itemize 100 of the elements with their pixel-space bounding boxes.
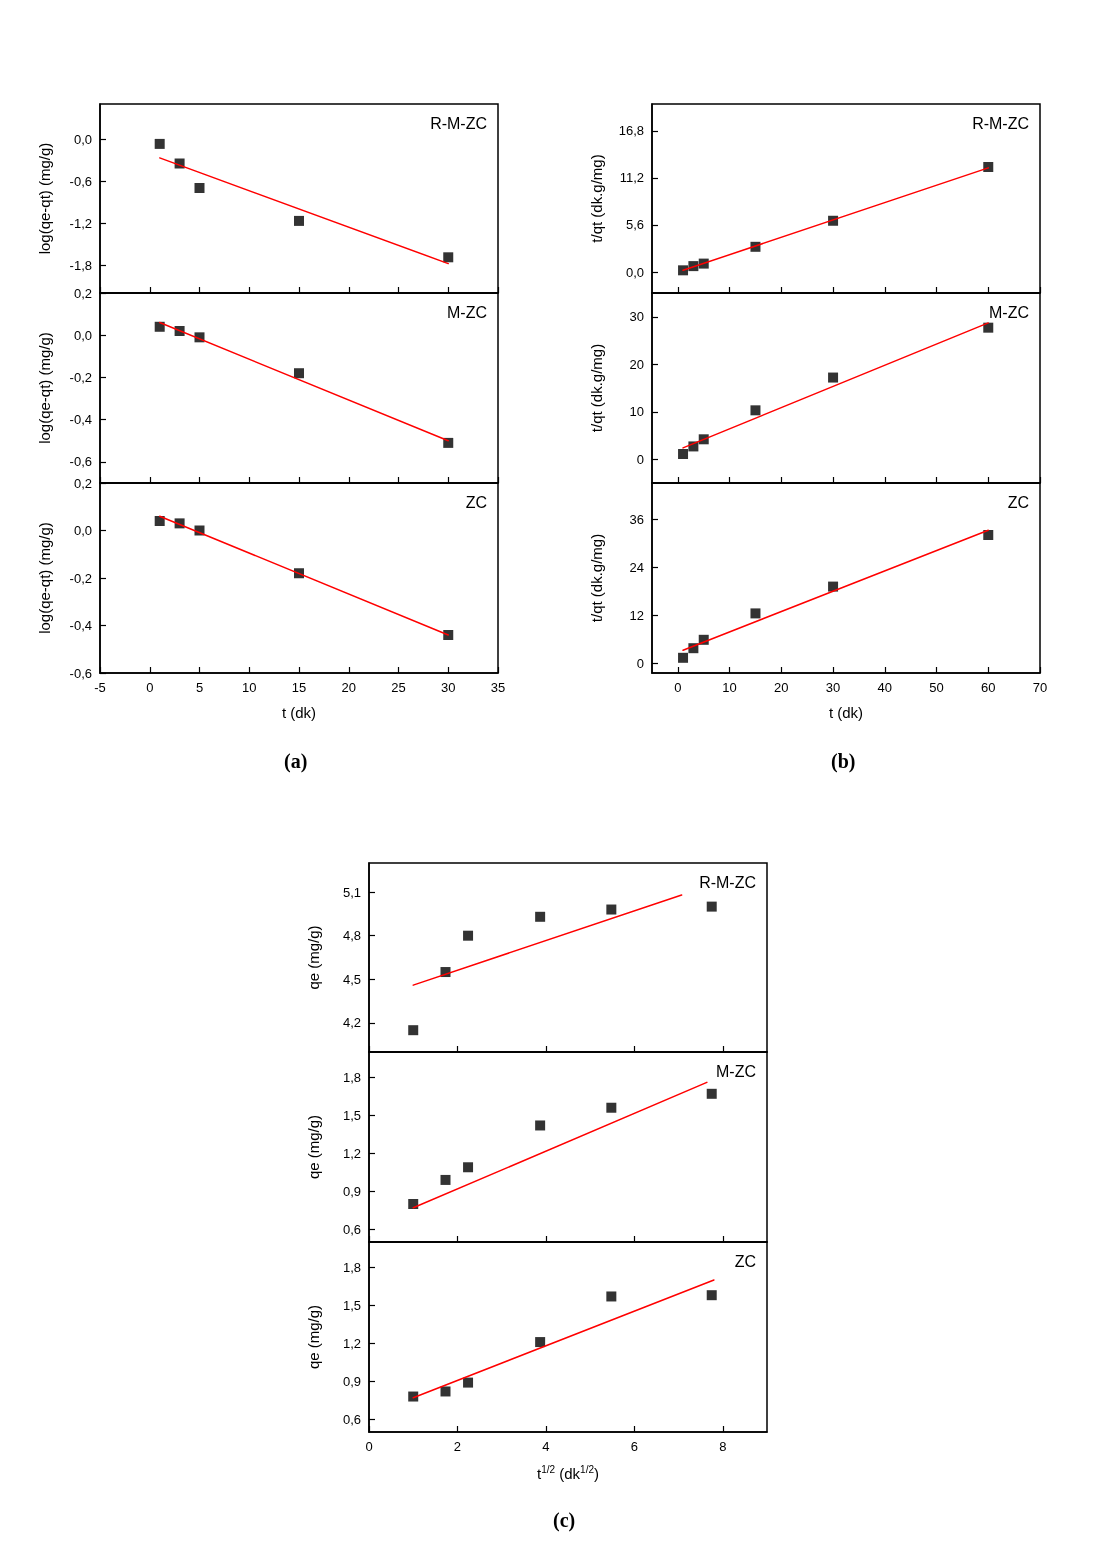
x-tick-label: 0: [365, 1439, 373, 1454]
y-tick-label: 1,5: [342, 1107, 361, 1123]
point: [408, 1199, 419, 1209]
point: [535, 1337, 546, 1348]
y-tick-label: 24: [629, 559, 644, 575]
point: [678, 449, 689, 460]
y-tick-label: 0,6: [342, 1411, 361, 1427]
point: [294, 215, 304, 226]
x-axis-title: t (dk): [281, 704, 317, 721]
point: [463, 930, 474, 941]
y-tick-label: 0,9: [342, 1183, 361, 1199]
y-axis-title: log(qe-qt) (mg/g): [36, 522, 53, 634]
x-tick-label: 40: [877, 680, 893, 695]
y-axis-title: t/qt (dk.g/mg): [588, 154, 605, 243]
y-tick-label: -0,4: [69, 618, 92, 633]
y-tick-label: 0: [636, 451, 644, 467]
y-tick-label: -0,6: [69, 665, 92, 681]
y-tick-label: 5,1: [342, 884, 361, 900]
x-tick-label: 10: [722, 680, 737, 695]
y-tick-label: 12: [629, 607, 644, 623]
y-tick-label: -0,4: [69, 412, 92, 428]
point: [194, 183, 205, 193]
y-tick-label: 30: [629, 309, 644, 325]
text: M-ZC: [989, 303, 1029, 321]
text: M-ZC: [716, 1062, 756, 1080]
y-tick-label: 16,8: [618, 123, 644, 139]
y-tick-label: 1,8: [342, 1259, 361, 1275]
point: [154, 321, 165, 332]
point: [408, 1391, 419, 1402]
point: [983, 530, 994, 540]
y-tick-label: 0,9: [342, 1373, 361, 1389]
point: [750, 608, 761, 619]
y-tick-label: 0,0: [73, 131, 92, 147]
y-axis-title: qe (mg/g): [305, 925, 322, 990]
text: (b): [831, 750, 856, 773]
point: [443, 252, 454, 263]
text: R-M-ZC: [972, 114, 1030, 132]
y-tick-label: -1,2: [69, 215, 92, 231]
point: [440, 1174, 451, 1185]
y-tick-label: 4,5: [342, 971, 361, 987]
y-tick-label: 0,0: [73, 327, 92, 343]
x-tick-label: 15: [291, 680, 307, 695]
text: (c): [553, 1509, 576, 1532]
y-axis-title: t/qt (dk.g/mg): [588, 343, 605, 433]
text: R-M-ZC: [430, 114, 488, 132]
point: [443, 437, 454, 448]
y-tick-label: 11,2: [619, 170, 644, 186]
text: R-M-ZC: [699, 873, 757, 891]
x-tick-label: 10: [242, 680, 257, 695]
text: ZC: [1007, 493, 1029, 511]
point: [983, 322, 994, 333]
point: [678, 265, 689, 276]
x-axis-title: t (dk): [828, 704, 864, 721]
y-tick-label: -0,6: [69, 173, 92, 189]
y-tick-label: -1,8: [69, 257, 92, 273]
text: ZC: [465, 493, 487, 511]
x-tick-label: 35: [490, 680, 506, 695]
y-tick-label: -0,2: [69, 369, 92, 385]
y-axis-title: qe (mg/g): [305, 1304, 322, 1370]
point: [606, 1291, 617, 1302]
y-tick-label: 10: [629, 404, 644, 420]
y-axis-title: log(qe-qt) (mg/g): [36, 142, 53, 255]
y-axis-title: qe (mg/g): [305, 1114, 322, 1180]
x-tick-label: 6: [630, 1439, 638, 1454]
y-tick-label: 0: [636, 655, 644, 671]
y-tick-label: 4,8: [342, 928, 361, 944]
x-tick-label: 50: [929, 680, 944, 695]
point: [606, 1102, 617, 1113]
x-tick-label: 30: [825, 680, 841, 695]
y-tick-label: 5,6: [625, 217, 644, 233]
x-tick-label: 0: [674, 680, 682, 695]
y-tick-label: 4,2: [342, 1015, 361, 1031]
x-tick-label: 70: [1032, 680, 1048, 695]
point: [463, 1162, 474, 1173]
x-tick-label: 20: [774, 680, 789, 695]
point: [294, 368, 304, 379]
point: [983, 162, 994, 172]
x-tick-label: 5: [195, 680, 204, 695]
point: [154, 516, 165, 526]
y-tick-label: 0,6: [342, 1221, 361, 1237]
point: [408, 1025, 419, 1036]
y-tick-label: 0,0: [625, 264, 644, 280]
y-tick-label: -0,6: [69, 454, 92, 470]
x-tick-label: 30: [441, 680, 456, 695]
point: [706, 901, 717, 912]
y-axis-title: log(qe-qt) (mg/g): [36, 332, 53, 444]
text: ZC: [734, 1252, 756, 1270]
x-tick-label: 0: [146, 680, 154, 695]
point: [706, 1290, 717, 1301]
y-tick-label: 1,2: [342, 1145, 361, 1161]
x-tick-label: 4: [542, 1439, 550, 1454]
x-tick-label: 25: [391, 680, 406, 695]
point: [440, 1386, 451, 1397]
point: [678, 652, 689, 663]
y-tick-label: 36: [629, 511, 644, 527]
point: [535, 1120, 546, 1131]
point: [463, 1377, 474, 1388]
y-tick-label: -0,2: [69, 570, 92, 586]
text: (a): [284, 750, 308, 773]
y-tick-label: 1,2: [342, 1335, 361, 1351]
